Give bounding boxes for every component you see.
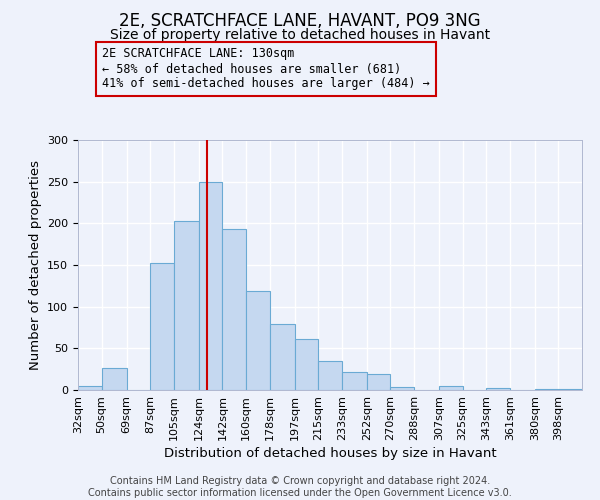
Bar	[535, 389, 559, 390]
Text: 2E SCRATCHFACE LANE: 130sqm
← 58% of detached houses are smaller (681)
41% of se: 2E SCRATCHFACE LANE: 130sqm ← 58% of det…	[102, 48, 430, 90]
Bar	[150, 262, 174, 390]
Bar	[101, 368, 127, 390]
Bar	[295, 339, 318, 390]
Text: 2E, SCRATCHFACE LANE, HAVANT, PO9 3NG: 2E, SCRATCHFACE LANE, HAVANT, PO9 3NG	[119, 12, 481, 30]
Bar	[342, 372, 367, 390]
Bar	[78, 386, 101, 390]
Bar	[559, 389, 582, 390]
Y-axis label: Number of detached properties: Number of detached properties	[29, 160, 41, 370]
Bar	[391, 386, 414, 390]
X-axis label: Distribution of detached houses by size in Havant: Distribution of detached houses by size …	[164, 447, 496, 460]
Bar	[486, 388, 510, 390]
Text: Size of property relative to detached houses in Havant: Size of property relative to detached ho…	[110, 28, 490, 42]
Text: Contains HM Land Registry data © Crown copyright and database right 2024.
Contai: Contains HM Land Registry data © Crown c…	[88, 476, 512, 498]
Bar	[174, 221, 199, 390]
Bar	[223, 229, 246, 390]
Bar	[439, 386, 463, 390]
Bar	[246, 291, 269, 390]
Bar	[199, 182, 223, 390]
Bar	[318, 361, 342, 390]
Bar	[269, 324, 295, 390]
Bar	[367, 374, 391, 390]
